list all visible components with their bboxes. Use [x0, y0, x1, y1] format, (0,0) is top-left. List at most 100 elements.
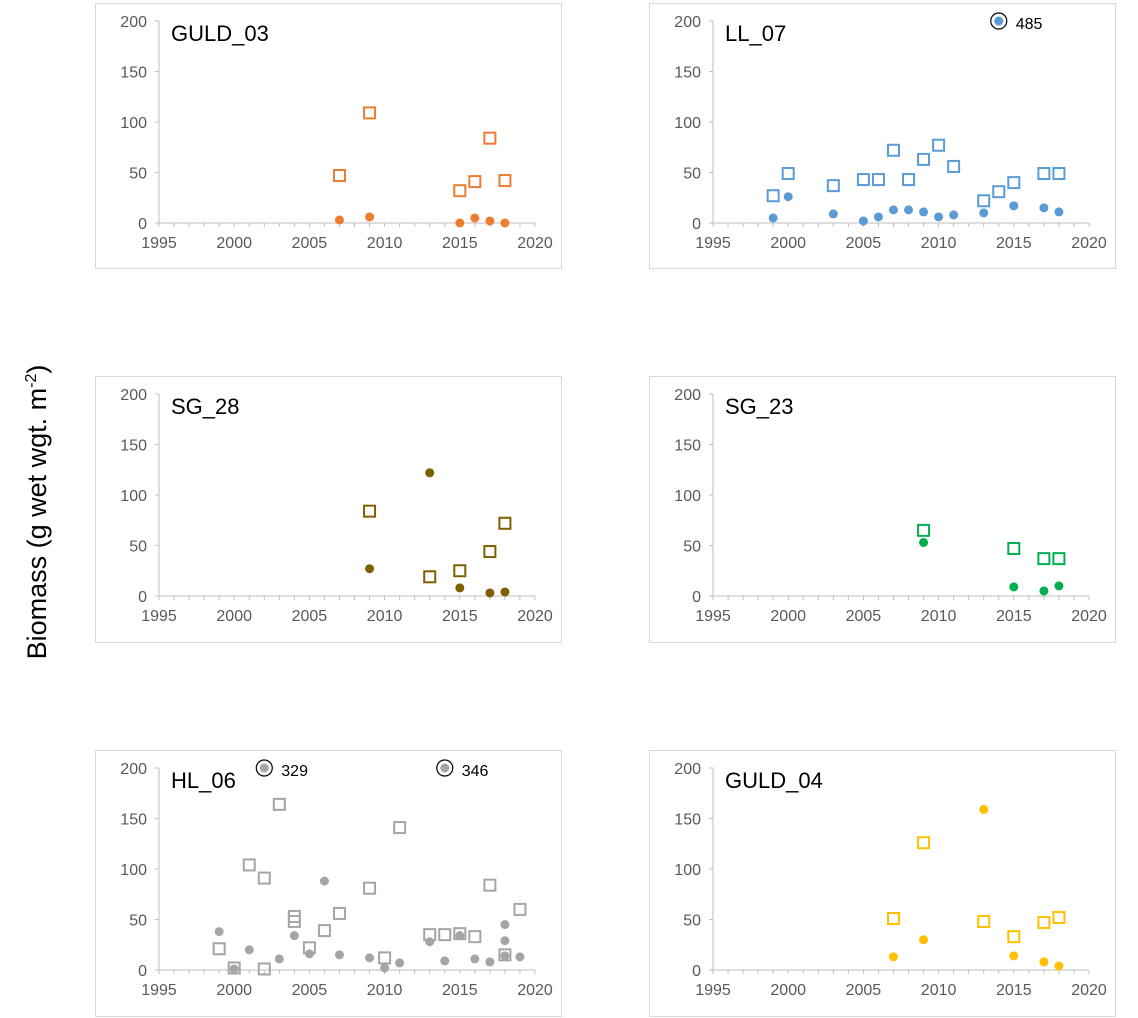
panel-title: GULD_03: [171, 21, 269, 46]
data-point-square: [977, 194, 991, 208]
chart-panel-5: 0 50 100 150 200 1995 2000 2005 2010 2015 2020 HL_0…: [95, 750, 562, 1017]
data-point-square: [826, 179, 840, 193]
y-tick-label: 50: [683, 166, 701, 183]
data-point-square: [483, 545, 497, 559]
x-tick-label: 2005: [846, 982, 882, 999]
data-point-square: [513, 902, 527, 916]
x-tick-label: 2015: [442, 982, 478, 999]
data-point-square: [886, 143, 900, 157]
data-point-square: [1037, 552, 1051, 566]
chart-panel-2: 0 50 100 150 200 1995 2000 2005 2010 2015 2020 LL_0…: [649, 3, 1116, 269]
data-point-circle: [334, 215, 344, 225]
data-point-square: [468, 930, 482, 944]
data-point-circle: [1054, 207, 1064, 217]
x-tick-label: 2005: [292, 982, 328, 999]
data-point-circle: [319, 876, 329, 886]
panel-border: [95, 376, 562, 643]
data-point-circle: [919, 207, 929, 217]
data-point-circle: [949, 210, 959, 220]
panel-border: [649, 376, 1116, 643]
data-point-square: [483, 131, 497, 145]
x-tick-label: 1995: [695, 982, 731, 999]
outlier-label: 346: [462, 763, 489, 780]
panel-title: GULD_04: [725, 768, 823, 793]
data-point-square: [1052, 552, 1066, 566]
data-point-square: [242, 858, 256, 872]
data-point-circle: [888, 205, 898, 215]
y-tick-label: 150: [120, 812, 147, 829]
data-point-circle: [334, 950, 344, 960]
data-point-circle: [919, 935, 929, 945]
data-point-circle: [470, 213, 480, 223]
x-tick-label: 2015: [996, 608, 1032, 625]
y-tick-label: 150: [120, 438, 147, 455]
data-point-circle: [858, 216, 868, 226]
data-point-square: [1007, 542, 1021, 556]
data-point-circle: [425, 468, 435, 478]
data-point-square: [453, 184, 467, 198]
data-point-circle: [994, 16, 1004, 26]
data-point-square: [438, 928, 452, 942]
x-tick-label: 2015: [996, 235, 1032, 252]
y-tick-label: 200: [674, 387, 701, 404]
y-tick-label: 0: [138, 963, 147, 980]
x-tick-label: 2000: [216, 235, 252, 252]
data-point-circle: [904, 205, 914, 215]
data-point-circle: [455, 931, 465, 941]
data-point-square: [992, 185, 1006, 199]
data-point-square: [1007, 930, 1021, 944]
x-tick-label: 2020: [1071, 235, 1107, 252]
data-point-square: [363, 881, 377, 895]
data-point-circle: [1009, 201, 1019, 211]
x-tick-label: 1995: [141, 982, 177, 999]
panel-title: SG_23: [725, 394, 794, 419]
data-point-square: [272, 797, 286, 811]
data-point-circle: [979, 208, 989, 218]
data-point-circle: [500, 587, 510, 597]
data-point-circle: [873, 212, 883, 222]
data-point-circle: [425, 937, 435, 947]
data-point-square: [902, 173, 916, 187]
x-tick-label: 2010: [921, 235, 957, 252]
data-point-circle: [500, 951, 510, 961]
data-point-circle: [214, 927, 224, 937]
data-point-square: [871, 173, 885, 187]
data-point-circle: [1054, 961, 1064, 971]
data-point-circle: [485, 957, 495, 967]
outlier-label: 329: [281, 763, 308, 780]
x-tick-label: 2005: [292, 608, 328, 625]
y-tick-label: 200: [120, 761, 147, 778]
y-tick-label: 0: [138, 216, 147, 233]
outlier-label: 485: [1016, 16, 1043, 33]
data-point-circle: [455, 218, 465, 228]
data-point-circle: [365, 212, 375, 222]
chart-panel-3: 0 50 100 150 200 1995 2000 2005 2010 2015 2020 SG_2…: [95, 376, 562, 643]
chart-panel-1: 0 50 100 150 200 1995 2000 2005 2010 2015 2020 GULD…: [95, 3, 562, 269]
y-tick-label: 0: [692, 216, 701, 233]
y-tick-label: 100: [674, 862, 701, 879]
data-point-square: [332, 169, 346, 183]
data-point-square: [917, 836, 931, 850]
chart-panel-6: 0 50 100 150 200 1995 2000 2005 2010 2015 2020 GULD…: [649, 750, 1116, 1017]
data-point-square: [1007, 176, 1021, 190]
data-point-circle: [500, 218, 510, 228]
x-tick-label: 2020: [1071, 608, 1107, 625]
data-point-square: [453, 564, 467, 578]
outlier-ring: [436, 759, 454, 777]
data-point-circle: [1054, 581, 1064, 591]
data-point-square: [363, 106, 377, 120]
y-tick-label: 50: [683, 913, 701, 930]
panel-border: [649, 3, 1116, 269]
y-tick-label: 150: [674, 438, 701, 455]
data-point-circle: [365, 564, 375, 574]
data-point-square: [363, 504, 377, 518]
data-point-square: [781, 167, 795, 181]
data-point-circle: [500, 920, 510, 930]
data-point-square: [332, 906, 346, 920]
x-tick-label: 2020: [517, 608, 553, 625]
x-tick-label: 1995: [695, 608, 731, 625]
data-point-square: [1037, 916, 1051, 930]
data-point-square: [766, 189, 780, 203]
data-point-circle: [1009, 582, 1019, 592]
